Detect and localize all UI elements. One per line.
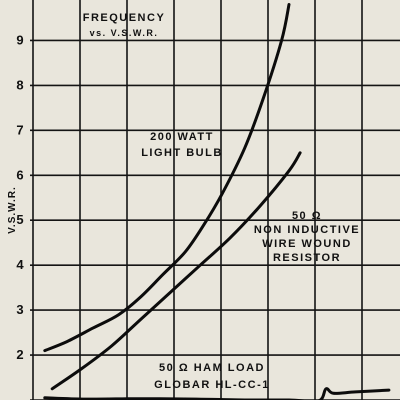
y-tick-label: 8 xyxy=(16,77,23,92)
series-label-resistor-3: WIRE WOUND xyxy=(262,238,352,250)
series-lines xyxy=(43,3,391,400)
y-tick-label: 4 xyxy=(16,257,24,272)
y-axis-label: V.S.W.R. xyxy=(7,186,18,234)
series-label-light-bulb-1: 200 WATT xyxy=(150,131,214,143)
series-label-resistor-4: RESISTOR xyxy=(273,252,341,264)
y-tick-labels: 2 3 4 5 6 7 8 9 xyxy=(16,32,24,362)
series-label-ham-load-1: 50 Ω HAM LOAD xyxy=(159,362,265,374)
y-tick-label: 7 xyxy=(16,122,23,137)
series-label-resistor-2: NON INDUCTIVE xyxy=(254,224,360,236)
chart-title-line-2: vs. V.S.W.R. xyxy=(90,28,159,38)
series-label-resistor-1: 50 Ω xyxy=(292,210,322,222)
y-tick-label: 5 xyxy=(16,212,23,227)
ham-load-curve xyxy=(43,387,391,400)
wire-wound-resistor-curve xyxy=(50,151,302,391)
grid-lines xyxy=(30,0,400,400)
series-label-ham-load-2: GLOBAR HL-CC-1 xyxy=(154,379,270,391)
light-bulb-curve xyxy=(43,3,291,353)
series-label-light-bulb-2: LIGHT BULB xyxy=(141,147,223,159)
y-tick-label: 6 xyxy=(16,167,23,182)
y-tick-label: 9 xyxy=(16,32,23,47)
y-tick-label: 3 xyxy=(16,302,23,317)
chart-title-line-1: FREQUENCY xyxy=(83,12,166,24)
y-tick-label: 2 xyxy=(16,347,23,362)
